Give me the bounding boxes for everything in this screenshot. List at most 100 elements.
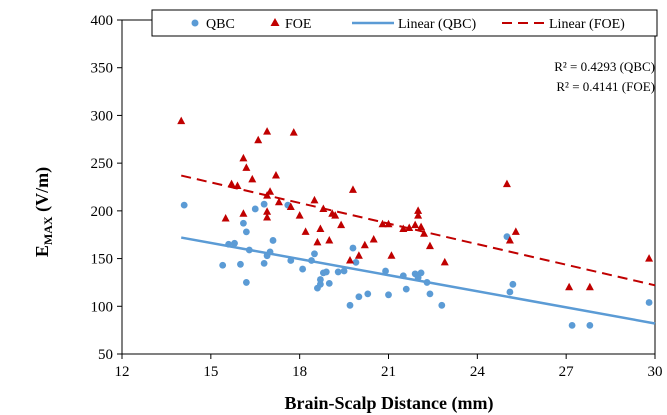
foe-point: [505, 235, 514, 244]
qbc-point: [645, 299, 653, 306]
y-axis-title-subscript: MAX: [41, 216, 55, 245]
foe-point: [263, 207, 272, 215]
legend-qbc-marker: [191, 19, 199, 27]
qbc-point: [299, 265, 307, 273]
foe-point: [177, 116, 186, 125]
foe-point: [511, 227, 520, 235]
y-tick-label: 250: [91, 156, 114, 172]
qbc-point: [180, 201, 188, 209]
foe-point: [337, 220, 346, 229]
foe-point: [414, 206, 423, 214]
qbc-point: [260, 200, 268, 208]
foe-point: [360, 240, 369, 249]
qbc-point: [402, 285, 410, 293]
foe-point: [405, 223, 414, 232]
qbc-point: [237, 260, 244, 268]
foe-point: [565, 282, 574, 291]
qbc-point: [399, 272, 407, 280]
foe-point: [310, 195, 319, 204]
foe-point: [286, 202, 295, 211]
legend-frame: [151, 9, 658, 37]
x-tick-label: 27: [559, 364, 575, 380]
x-tick-label: 18: [292, 364, 307, 380]
legend-linear-qbc-label: Linear (QBC): [398, 17, 476, 32]
foe-point: [440, 257, 449, 266]
qbc-point: [334, 268, 342, 276]
foe-point: [414, 211, 423, 219]
x-axis-title: Brain-Scalp Distance (mm): [285, 393, 494, 414]
trendline-foe: [180, 174, 656, 287]
qbc-point: [417, 269, 425, 277]
qbc-point: [308, 257, 315, 264]
qbc-point: [355, 293, 363, 301]
qbc-point: [364, 290, 372, 298]
legend-foe-marker: [270, 18, 280, 26]
data-points: [177, 116, 654, 329]
foe-point: [295, 211, 304, 219]
qbc-point: [423, 279, 431, 286]
foe-point: [411, 220, 420, 229]
foe-point: [271, 171, 280, 179]
legend-qbc-label: QBC: [206, 17, 235, 32]
foe-point: [384, 219, 393, 228]
foe-point: [325, 235, 334, 244]
qbc-point: [269, 237, 277, 244]
foe-point: [266, 187, 275, 195]
foe-point: [346, 255, 355, 264]
y-axis-title: EMAX (V/m): [32, 167, 55, 257]
foe-point: [378, 219, 387, 228]
foe-point: [585, 282, 594, 291]
qbc-point: [231, 239, 238, 247]
qbc-point: [266, 248, 274, 256]
y-tick-label: 350: [91, 61, 114, 77]
qbc-point: [382, 267, 389, 275]
foe-point: [369, 234, 378, 243]
qbc-point: [426, 290, 434, 298]
x-tick-label: 24: [470, 364, 486, 380]
foe-point: [242, 163, 251, 171]
foe-point: [399, 224, 408, 232]
y-axis-ticks: 50 100 150 200 250 300 350 400: [91, 13, 122, 363]
foe-point: [274, 197, 283, 206]
foe-point: [387, 251, 396, 259]
qbc-point: [568, 321, 576, 329]
foe-point: [354, 251, 363, 259]
foe-point: [239, 209, 248, 217]
qbc-point: [240, 219, 247, 227]
foe-point: [420, 229, 429, 237]
qbc-point: [506, 288, 514, 296]
qbc-point: [260, 259, 268, 267]
legend-linear-foe-label: Linear (FOE): [549, 17, 625, 32]
qbc-point: [219, 261, 227, 269]
y-tick-label: 200: [91, 204, 114, 220]
qbc-point: [287, 257, 295, 264]
qbc-point: [245, 246, 253, 254]
qbc-point: [385, 291, 392, 299]
x-tick-label: 12: [115, 364, 130, 380]
foe-point: [221, 213, 230, 222]
x-tick-label: 15: [203, 364, 218, 380]
qbc-point: [346, 301, 354, 309]
foe-point: [289, 128, 298, 136]
qbc-point: [322, 268, 330, 276]
y-axis-title-main: E: [32, 245, 52, 257]
foe-point: [645, 254, 654, 262]
qbc-point: [325, 279, 333, 287]
foe-point: [239, 153, 248, 162]
qbc-point: [316, 276, 324, 283]
foe-point: [313, 237, 322, 246]
legend: QBC FOE Linear (QBC) Linear (FOE): [151, 9, 658, 37]
y-tick-label: 150: [91, 252, 114, 268]
qbc-point: [509, 280, 517, 288]
y-tick-label: 300: [91, 108, 114, 124]
foe-point: [425, 241, 434, 250]
foe-point: [263, 191, 272, 199]
foe-point: [417, 222, 426, 231]
foe-point: [227, 179, 236, 188]
qbc-point: [311, 250, 318, 258]
qbc-point: [225, 240, 233, 248]
foe-point: [263, 213, 272, 221]
foe-point: [254, 135, 263, 144]
x-tick-label: 21: [381, 364, 396, 380]
legend-foe-label: FOE: [285, 17, 311, 32]
